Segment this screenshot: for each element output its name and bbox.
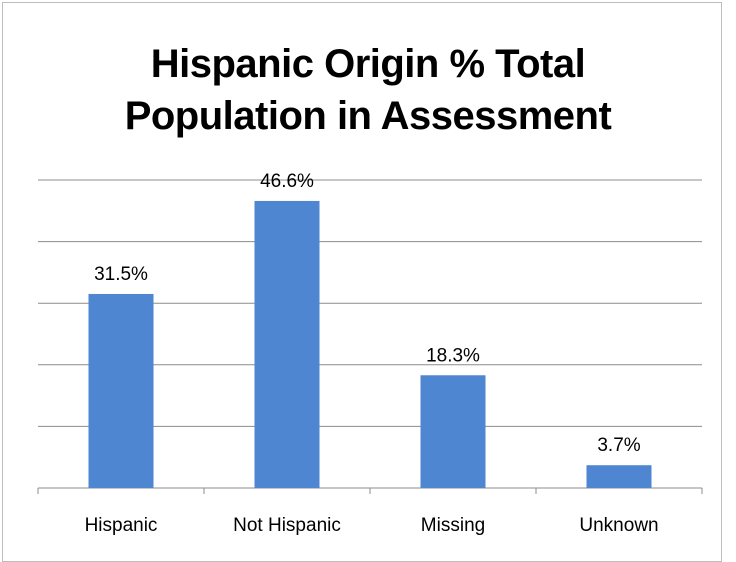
bar-missing: [420, 375, 486, 488]
bar-hispanic: [88, 293, 154, 488]
bar-unknown: [586, 465, 652, 488]
x-tick-label: Hispanic: [85, 515, 158, 536]
data-label: 31.5%: [94, 264, 148, 285]
x-tick-label: Unknown: [579, 515, 658, 536]
chart-title-line-1: Hispanic Origin % Total: [150, 42, 586, 86]
bar-not-hispanic: [254, 200, 320, 488]
x-tick-label: Not Hispanic: [233, 515, 341, 536]
bar-chart: 31.5% Hispanic 46.6% Not Hispanic 18.3% Missi…: [37, 171, 703, 536]
data-label: 3.7%: [597, 435, 640, 456]
chart-title-line-2: Population in Assessment: [124, 94, 612, 138]
x-tick-label: Missing: [421, 515, 485, 536]
data-label: 18.3%: [426, 345, 480, 366]
data-label: 46.6%: [260, 171, 314, 192]
chart-title: Hispanic Origin % Total Population in As…: [0, 38, 736, 142]
